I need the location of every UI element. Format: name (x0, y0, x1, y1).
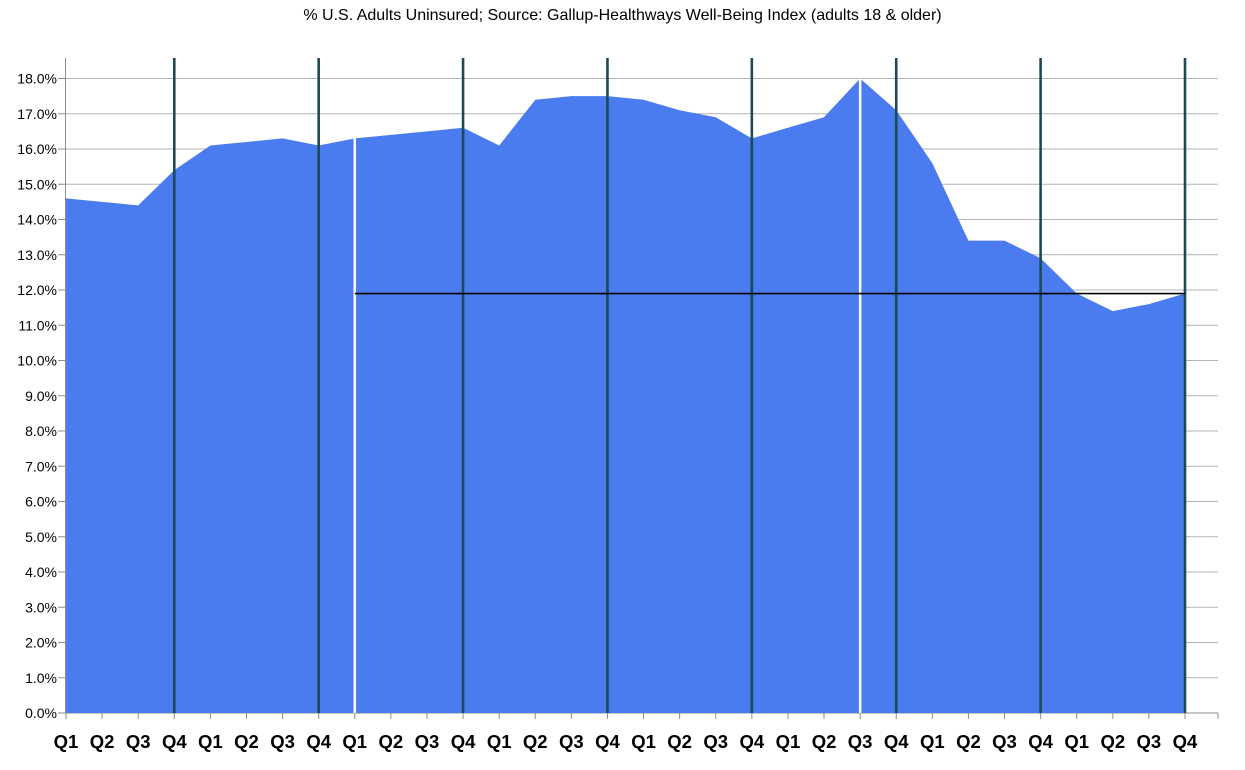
x-axis-label: Q1 (920, 731, 945, 752)
x-axis-label: Q4 (451, 731, 476, 752)
x-axis-label: Q4 (162, 731, 187, 752)
y-axis-label: 7.0% (25, 458, 57, 474)
x-axis-label: Q3 (415, 731, 440, 752)
x-axis-labels: Q1 Q2 Q3 Q4 Q1 Q2 Q3 Q4 Q1 Q2 Q3 Q4 Q1 Q2 Q3 Q4 Q1 Q2 Q3 Q4… (54, 731, 1198, 752)
x-axis-label: Q4 (595, 731, 620, 752)
x-axis-label: Q2 (667, 731, 692, 752)
y-axis-label: 15.0% (17, 176, 57, 192)
x-axis-label: Q4 (1173, 731, 1198, 752)
y-axis-label: 6.0% (25, 494, 57, 510)
x-axis-label: Q1 (776, 731, 801, 752)
x-axis-label: Q3 (559, 731, 584, 752)
y-axis-label: 8.0% (25, 423, 57, 439)
y-axis-label: 10.0% (17, 353, 57, 369)
y-axis-label: 1.0% (25, 670, 57, 686)
x-axis-label: Q1 (631, 731, 656, 752)
x-axis-label: Q2 (956, 731, 981, 752)
uninsured-area-series (66, 78, 1185, 713)
x-axis-label: Q3 (992, 731, 1017, 752)
y-axis-label: 2.0% (25, 635, 57, 651)
x-axis-label: Q3 (703, 731, 728, 752)
x-axis-label: Q4 (739, 731, 764, 752)
y-axis-label: 11.0% (18, 317, 57, 333)
x-axis-label: Q3 (848, 731, 873, 752)
x-axis-label: Q1 (198, 731, 223, 752)
y-axis-label: 5.0% (25, 529, 57, 545)
x-axis-label: Q2 (523, 731, 548, 752)
y-axis-label: 4.0% (25, 564, 57, 580)
y-axis-label: 13.0% (17, 247, 57, 263)
x-axis-label: Q2 (812, 731, 837, 752)
y-axis-label: 17.0% (17, 106, 57, 122)
x-axis-label: Q3 (126, 731, 151, 752)
y-axis-label: 12.0% (17, 282, 57, 298)
x-axis-label: Q1 (1064, 731, 1089, 752)
y-axis-label: 18.0% (17, 71, 57, 87)
x-axis-label: Q4 (1028, 731, 1053, 752)
x-axis-label: Q1 (487, 731, 512, 752)
x-axis-label: Q3 (270, 731, 295, 752)
x-axis-label: Q1 (54, 731, 79, 752)
x-axis-label: Q4 (884, 731, 909, 752)
x-axis-label: Q2 (90, 731, 115, 752)
x-axis-label: Q2 (379, 731, 404, 752)
x-axis-label: Q3 (1137, 731, 1162, 752)
x-axis-label: Q2 (1100, 731, 1125, 752)
x-axis-label: Q1 (342, 731, 367, 752)
x-axis-label: Q2 (234, 731, 259, 752)
y-axis-labels: 0.0% 1.0% 2.0% 3.0% 4.0% 5.0% 6.0% 7.0% 8.0% 9.0%… (17, 71, 57, 722)
x-axis-label: Q4 (306, 731, 331, 752)
year-divider-lines (172, 58, 1187, 713)
y-axis-label: 9.0% (25, 388, 57, 404)
y-axis-label: 16.0% (17, 141, 57, 157)
y-axis-label: 14.0% (17, 212, 57, 228)
y-axis-label: 0.0% (25, 705, 57, 721)
y-axis-label: 3.0% (25, 599, 57, 615)
chart-title: % U.S. Adults Uninsured; Source: Gallup-… (303, 7, 942, 24)
